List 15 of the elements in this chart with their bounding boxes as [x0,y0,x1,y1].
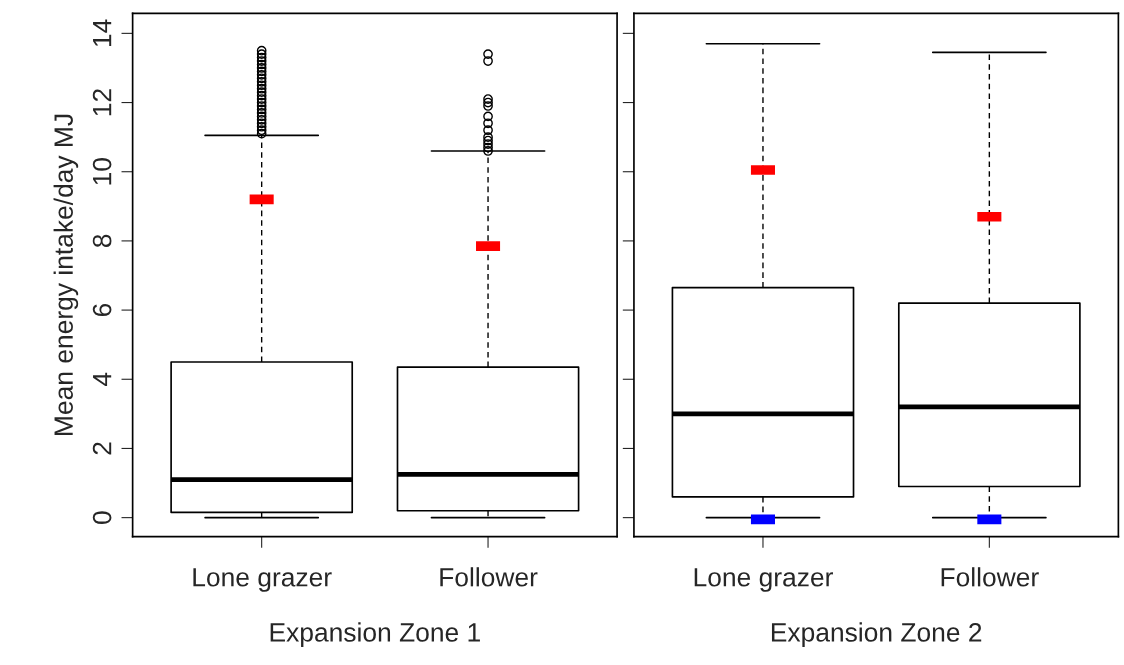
x-tick-label: Follower [440,567,538,587]
x-tick-label: Lone grazer [193,568,332,592]
y-tick-label: 0 [92,511,112,524]
y-tick-label: 14 [93,19,112,47]
x-axis-title: Expansion Zone 1 [270,622,480,647]
y-tick-label: 2 [92,442,112,455]
y-tick-label: 12 [92,89,112,116]
y-tick-label: 8 [92,234,112,248]
y-axis-title: Mean energy intake/day MJ [53,114,79,435]
x-axis-title: Expansion Zone 2 [771,622,982,647]
y-tick-label: 4 [93,372,112,386]
y-tick-label: 6 [92,303,112,317]
y-tick-label: 10 [92,158,112,185]
x-tick-label: Lone grazer [694,568,833,592]
x-tick-label: Follower [941,567,1039,587]
